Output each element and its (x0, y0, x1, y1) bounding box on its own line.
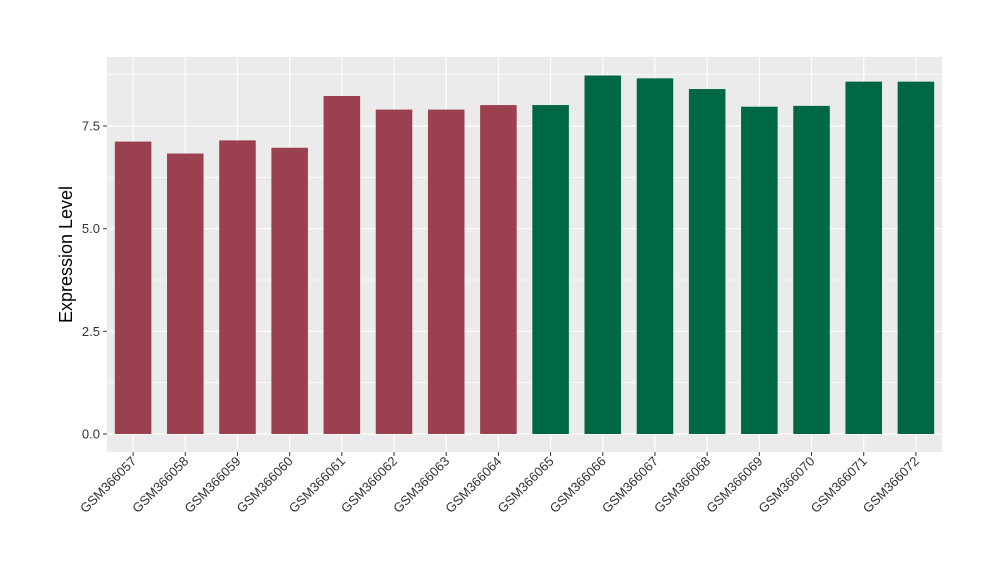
bar-GSM366067 (636, 78, 674, 434)
bar-GSM366060 (271, 147, 308, 435)
bar-GSM366072 (897, 81, 935, 434)
bars (114, 75, 935, 435)
bar-GSM366069 (741, 106, 778, 434)
y-tick-label: 7.5 (82, 119, 100, 134)
bar-GSM366068 (688, 89, 726, 434)
bar-GSM366066 (584, 75, 622, 434)
bar-GSM366065 (532, 105, 569, 434)
x-axis: GSM366057GSM366058GSM366059GSM366060GSM3… (77, 452, 922, 516)
y-tick-label: 0.0 (82, 427, 100, 442)
bar-GSM366057 (114, 141, 152, 434)
y-axis-title: Expression Level (56, 186, 76, 323)
bar-GSM366063 (427, 109, 465, 434)
bar-GSM366062 (375, 109, 413, 434)
y-tick-label: 5.0 (82, 221, 100, 236)
y-axis: 0.0 2.5 5.0 7.5 (82, 119, 107, 442)
bar-GSM366059 (219, 140, 256, 434)
y-tick-label: 2.5 (82, 324, 100, 339)
bar-GSM366071 (845, 81, 882, 434)
bar-GSM366064 (480, 105, 517, 434)
bar-GSM366058 (167, 153, 204, 435)
bar-GSM366061 (323, 96, 361, 434)
x-tick-label: GSM366072 (860, 454, 922, 516)
bar-GSM366070 (793, 105, 830, 435)
